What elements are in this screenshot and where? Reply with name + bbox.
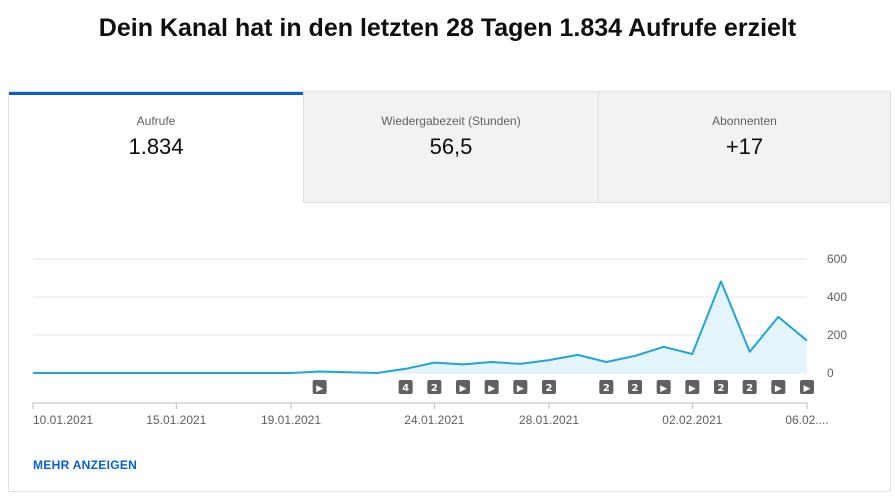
video-marker-label: ▶	[460, 384, 467, 394]
video-marker-label: ▶	[488, 384, 495, 394]
y-tick-label: 0	[827, 366, 834, 380]
video-marker-label: 2	[632, 383, 639, 394]
tab-watch-time-label: Wiedergabezeit (Stunden)	[381, 114, 521, 128]
analytics-card: Aufrufe 1.834 Wiedergabezeit (Stunden) 5…	[8, 91, 891, 492]
x-tick-label: 10.01.2021	[33, 413, 93, 427]
video-marker-label: 2	[431, 383, 438, 394]
video-marker[interactable]	[484, 380, 499, 394]
video-marker[interactable]	[513, 380, 528, 394]
video-marker-label: ▶	[689, 384, 696, 394]
video-marker[interactable]	[771, 380, 786, 394]
video-marker[interactable]	[456, 380, 470, 394]
tab-views[interactable]: Aufrufe 1.834	[9, 92, 303, 203]
page-headline: Dein Kanal hat in den letzten 28 Tagen 1…	[98, 14, 797, 42]
video-marker[interactable]	[628, 380, 642, 394]
tab-subscribers-value: +17	[725, 134, 764, 159]
views-area	[33, 281, 807, 373]
tab-subscribers-label: Abonnenten	[712, 114, 777, 128]
video-marker-label: 2	[746, 383, 753, 394]
tab-subscribers[interactable]: Abonnenten +17	[598, 92, 890, 203]
video-marker[interactable]	[742, 380, 757, 394]
x-tick-label: 15.01.2021	[146, 413, 206, 427]
tab-views-value: 1.834	[128, 134, 184, 159]
video-marker-label: 2	[603, 383, 610, 394]
views-chart: 0 200 400 600 ▶ 4 2 ▶ ▶ ▶ 2 2 2 ▶ ▶ 2 2 ▶ ▶ 10.01.2021 15.01…	[32, 252, 847, 427]
video-marker-label: 4	[402, 383, 409, 394]
x-tick-label: 24.01.2021	[404, 413, 464, 427]
video-marker-label: ▶	[517, 384, 524, 394]
y-tick-label: 600	[827, 252, 847, 266]
show-more-link[interactable]: MEHR ANZEIGEN	[33, 458, 138, 472]
video-marker[interactable]	[427, 380, 442, 394]
video-marker-label: 2	[546, 383, 553, 394]
video-marker[interactable]	[312, 380, 327, 394]
video-marker-label: ▶	[660, 384, 667, 394]
video-marker-label: ▶	[316, 384, 323, 394]
video-marker[interactable]	[656, 380, 671, 394]
video-marker-label: ▶	[775, 384, 782, 394]
video-marker[interactable]	[542, 380, 556, 394]
video-marker[interactable]	[599, 380, 614, 394]
video-marker[interactable]	[714, 380, 728, 394]
x-tick-label: 19.01.2021	[261, 413, 321, 427]
tab-watch-time[interactable]: Wiedergabezeit (Stunden) 56,5	[303, 92, 598, 203]
y-tick-label: 200	[827, 328, 847, 342]
x-tick-label: 02.02.2021	[662, 413, 722, 427]
x-tick-label: 06.02....	[785, 413, 828, 427]
x-tick-label: 28.01.2021	[519, 413, 579, 427]
tab-views-label: Aufrufe	[136, 114, 176, 128]
video-marker[interactable]	[398, 380, 413, 394]
metric-tabs: Aufrufe 1.834 Wiedergabezeit (Stunden) 5…	[9, 92, 890, 203]
views-line	[33, 280, 808, 374]
video-marker[interactable]	[685, 380, 700, 394]
video-marker[interactable]	[800, 380, 814, 394]
video-marker-label: ▶	[804, 384, 811, 394]
y-tick-label: 400	[827, 290, 847, 304]
tab-watch-time-value: 56,5	[429, 134, 473, 159]
video-marker-label: 2	[718, 383, 725, 394]
